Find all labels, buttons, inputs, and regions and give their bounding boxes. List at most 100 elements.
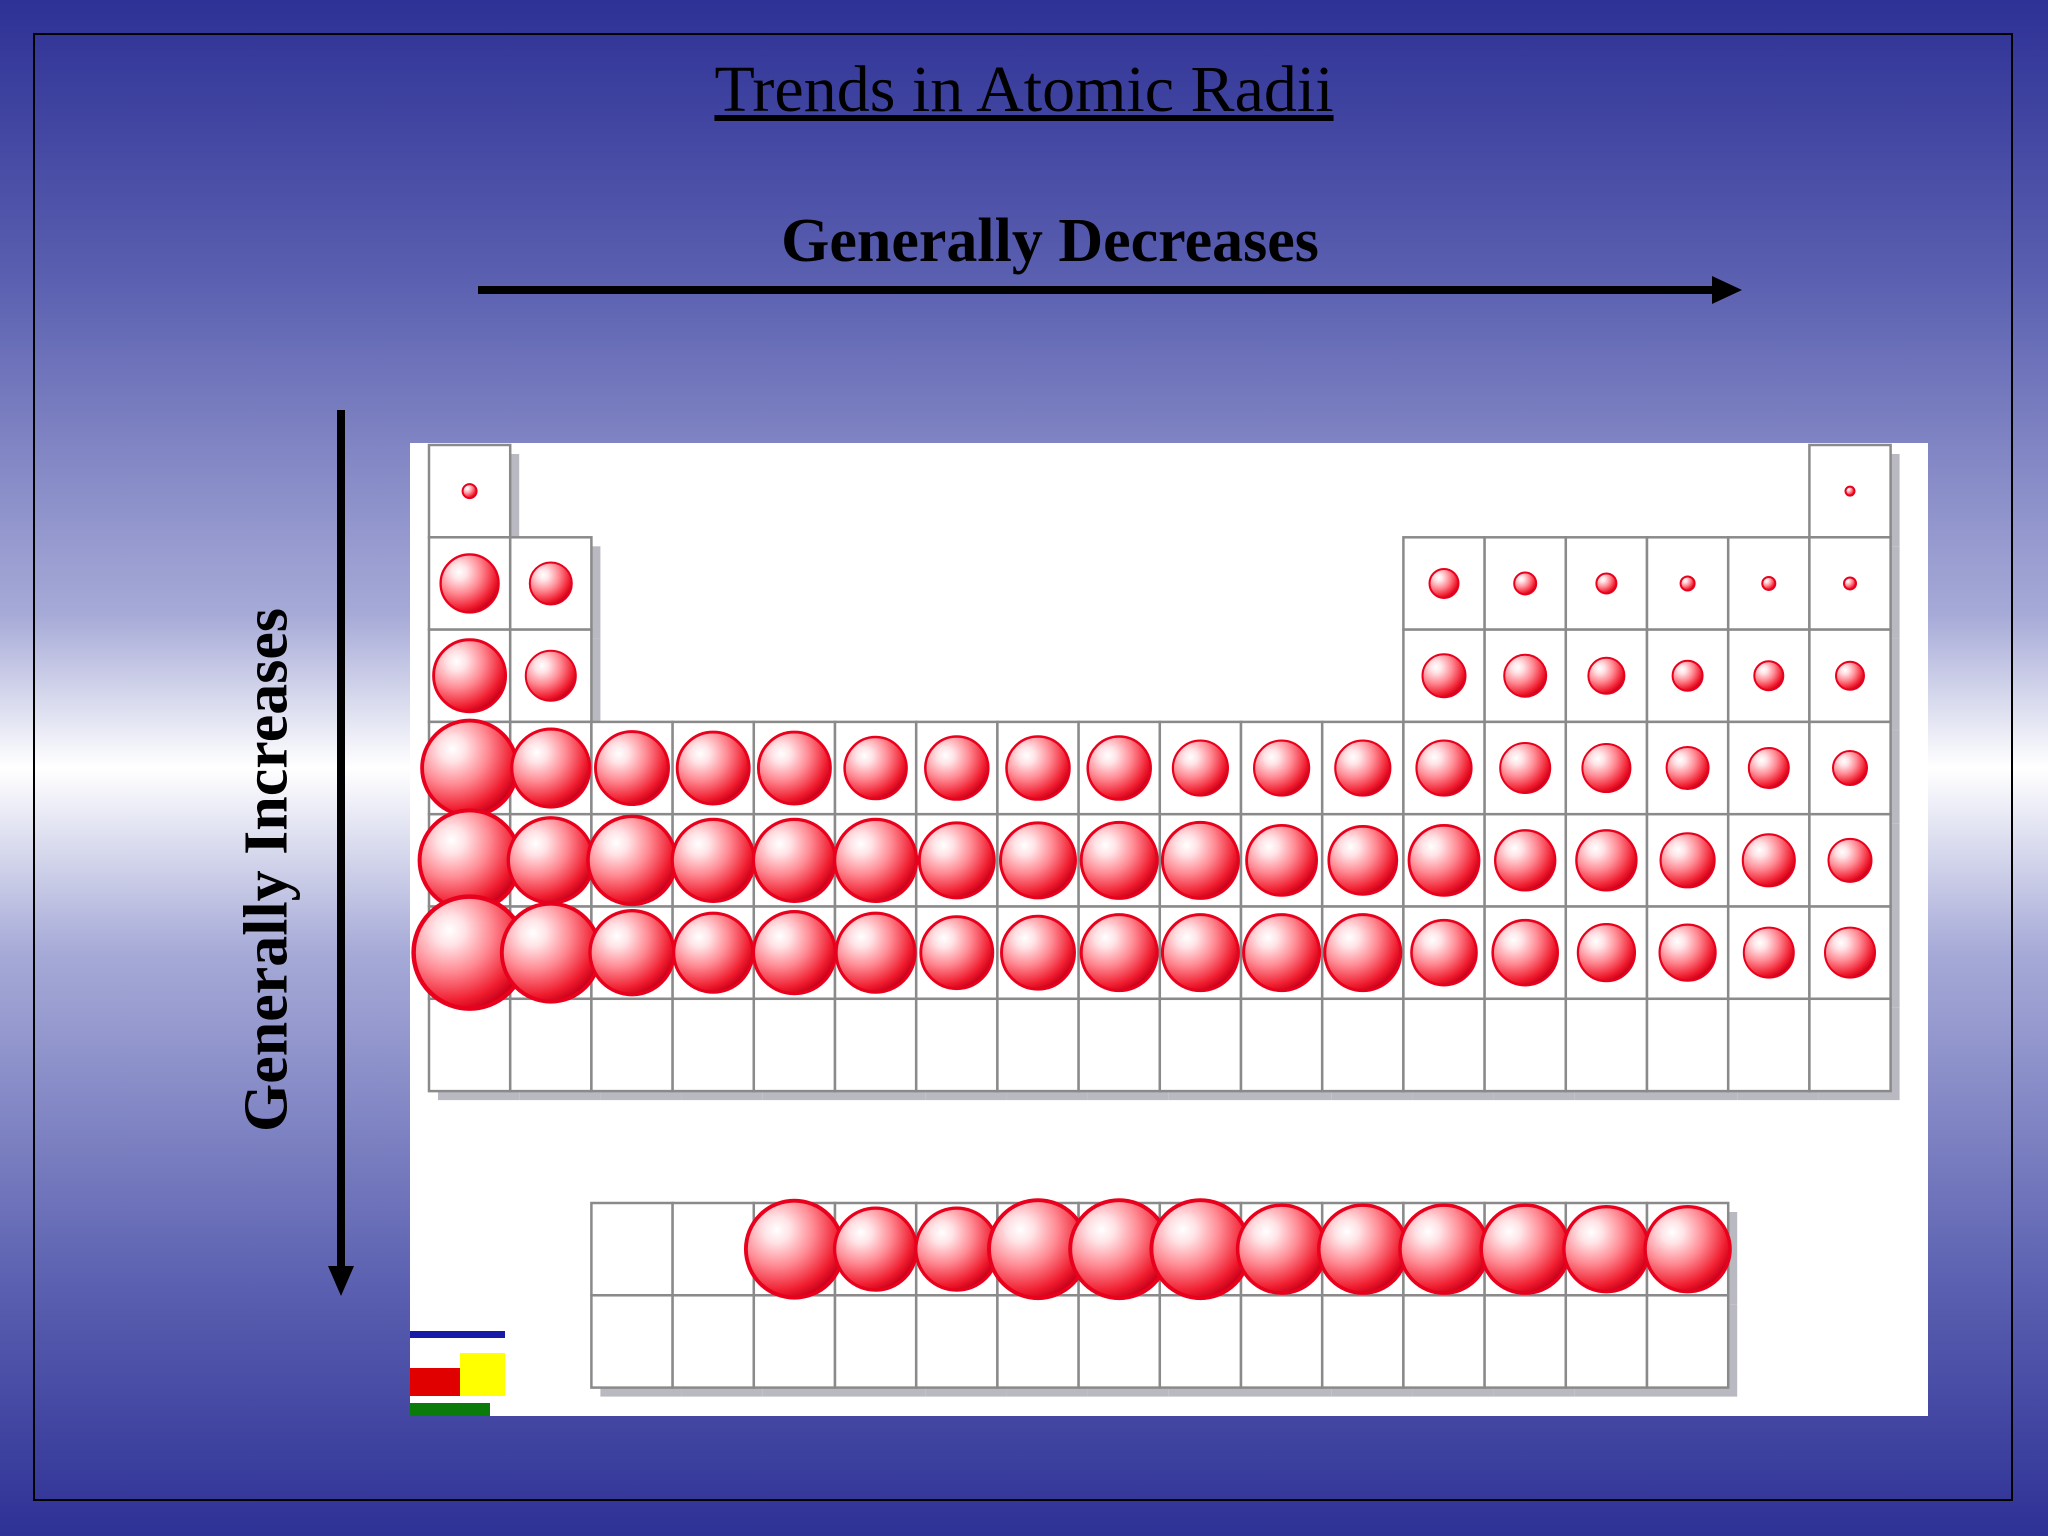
atom-sphere [510, 727, 592, 809]
element-cell [671, 997, 756, 1093]
atom-sphere [1407, 823, 1481, 897]
f-block-cell [996, 1294, 1080, 1389]
element-cell [1564, 997, 1649, 1093]
atom-sphere [1491, 918, 1559, 987]
atom-sphere [1160, 820, 1240, 900]
atom-sphere [1843, 576, 1857, 591]
atom-sphere [672, 911, 755, 994]
atom-sphere [1747, 747, 1790, 790]
f-block-atom-sphere [914, 1206, 1000, 1292]
atom-sphere [1753, 660, 1785, 692]
element-cell [427, 997, 512, 1093]
f-block-cell [1077, 1294, 1162, 1389]
atom-sphere [1334, 739, 1392, 797]
atom-sphere [1086, 735, 1152, 801]
atom-sphere [832, 817, 919, 903]
atom-sphere [675, 730, 751, 806]
atom-sphere [432, 638, 508, 714]
atom-sphere [1415, 739, 1473, 797]
slide-title-text: Trends in Atomic Radii [714, 53, 1334, 126]
f-block-cell [1483, 1294, 1568, 1389]
element-cell [1158, 997, 1243, 1093]
element-cell [1239, 997, 1324, 1093]
atom-sphere [1171, 739, 1230, 797]
atom-sphere [524, 649, 577, 702]
atom-sphere [751, 817, 838, 903]
atom-sphere [1844, 485, 1856, 497]
f-block-atom-sphere [1398, 1203, 1490, 1295]
atom-sphere [1242, 913, 1322, 993]
atom-sphere [1079, 913, 1159, 993]
atom-sphere [1428, 567, 1460, 599]
element-cell [752, 997, 837, 1093]
atom-sphere [1587, 656, 1626, 695]
element-cell [996, 997, 1080, 1093]
atom-sphere [843, 735, 908, 801]
atom-sphere [999, 821, 1077, 900]
atom-sphere [1761, 575, 1777, 591]
atom-sphere [1000, 914, 1076, 991]
atom-sphere [1595, 572, 1618, 595]
atom-sphere [1824, 926, 1876, 979]
atom-sphere [919, 915, 995, 991]
logo-red-block [410, 1368, 462, 1396]
atom-sphere [1513, 571, 1538, 596]
atom-sphere [756, 730, 832, 806]
element-cell [1077, 997, 1162, 1093]
atom-sphere [1665, 746, 1710, 791]
atom-sphere [1581, 743, 1632, 794]
atom-sphere [1742, 926, 1795, 979]
atom-sphere [528, 561, 573, 606]
atom-sphere [1827, 837, 1873, 883]
atom-layer [411, 483, 1876, 1301]
atom-sphere [1659, 832, 1716, 889]
across-arrow-head [1712, 276, 1742, 304]
atom-sphere [1575, 829, 1638, 892]
atom-sphere [1410, 918, 1478, 987]
atom-sphere [1679, 575, 1696, 592]
atom-sphere [1079, 820, 1159, 900]
across-period-label: Generally Decreases [781, 207, 1319, 275]
atom-sphere [1671, 659, 1704, 692]
f-block-atom-sphere [1149, 1198, 1252, 1301]
element-cell [508, 628, 593, 724]
f-block-cell [752, 1294, 837, 1389]
f-block-atom-sphere [1235, 1203, 1328, 1295]
logo-blue-bar [410, 1331, 505, 1338]
atom-sphere [420, 718, 519, 818]
f-block-atom-sphere [1562, 1204, 1651, 1294]
periodic-table-figure [410, 443, 1928, 1416]
atom-sphere [1323, 913, 1403, 993]
atom-sphere [1252, 739, 1311, 797]
down-group-arrow [328, 410, 354, 1296]
element-cell [508, 997, 593, 1093]
element-cell [833, 997, 918, 1093]
f-block-cell [590, 1294, 674, 1389]
logo-green-bar [410, 1403, 490, 1416]
atom-sphere [1835, 660, 1865, 691]
f-block-atom-sphere [1317, 1203, 1409, 1295]
f-block-cell [1239, 1294, 1324, 1389]
slide-frame [33, 33, 2013, 1501]
atom-sphere [1832, 750, 1868, 787]
atom-sphere [1245, 823, 1318, 897]
atom-sphere [1421, 653, 1467, 699]
f-block-cell [1564, 1294, 1649, 1389]
f-block-cell [1402, 1294, 1486, 1389]
f-block-atom-sphere [1479, 1203, 1571, 1295]
down-arrow-head [328, 1266, 354, 1296]
atom-sphere [1741, 833, 1796, 888]
atom-sphere [1576, 923, 1637, 983]
f-block-cell [833, 1294, 918, 1389]
atom-sphere [1005, 735, 1071, 801]
f-block-atom-sphere [832, 1206, 919, 1292]
atom-sphere [670, 817, 756, 903]
f-block-cell [671, 1294, 756, 1389]
f-block-cell [590, 1201, 674, 1297]
f-block-cell [1645, 1294, 1730, 1389]
element-cell [1645, 997, 1730, 1093]
down-group-label: Generally Increases [232, 607, 301, 1133]
atom-sphere [506, 816, 596, 905]
publisher-logo [410, 1331, 505, 1416]
